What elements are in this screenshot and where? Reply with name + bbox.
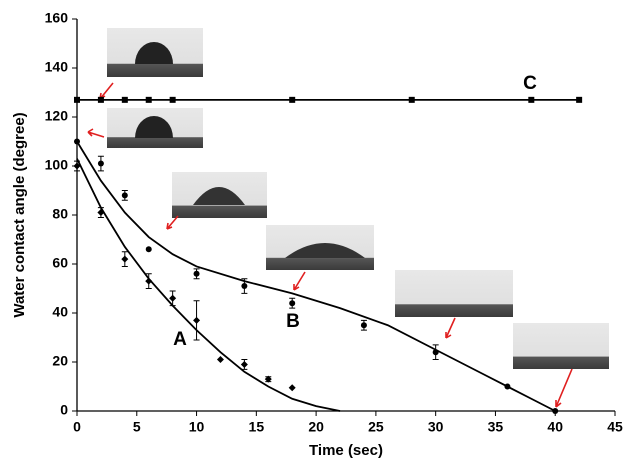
y-tick-label: 160 [45,10,69,26]
series-label: C [523,73,537,94]
point [97,96,104,103]
point [145,277,153,285]
y-tick-label: 40 [52,304,68,320]
x-tick-label: 20 [308,419,324,435]
x-axis-label: Time (sec) [309,442,383,459]
point [74,96,80,103]
droplet [135,41,173,64]
arrow [166,215,179,230]
fit-curve [76,141,556,412]
y-tick-label: 80 [52,206,68,222]
point [288,384,296,392]
point [73,162,81,170]
droplet [285,243,365,258]
x-tick-label: 10 [189,419,205,435]
point [241,283,248,290]
y-tick-label: 120 [45,108,69,124]
y-tick-label: 140 [45,59,69,75]
y-tick-label: 20 [52,353,68,369]
arrow [555,368,573,408]
insets [87,28,609,408]
x-tick-label: 0 [73,419,81,435]
point [97,160,104,167]
point [145,96,152,103]
point [216,356,224,364]
point [552,408,559,414]
point [169,96,176,103]
point [264,375,272,383]
arrow [293,271,306,291]
point [121,192,128,199]
point [360,322,367,329]
y-tick-label: 60 [52,255,68,271]
point [193,270,200,277]
point [576,96,583,103]
series-label: A [173,329,187,350]
point [289,300,296,307]
point [504,383,511,390]
point [169,294,177,302]
point [240,360,248,368]
inset-image [513,323,609,369]
x-tick-label: 25 [368,419,384,435]
series-label: B [286,311,300,332]
point [528,96,535,103]
point [289,96,296,103]
x-tick-label: 40 [547,419,563,435]
x-tick-label: 5 [133,419,141,435]
point [432,349,439,356]
point [74,138,80,145]
x-tick-label: 30 [428,419,444,435]
point [121,255,129,263]
x-tick-label: 35 [488,419,504,435]
droplet [135,115,173,138]
x-tick-label: 45 [607,419,623,435]
point [121,96,128,103]
x-tick-label: 15 [249,419,265,435]
point [408,96,415,103]
y-axis-label: Water contact angle (degree) [11,112,28,317]
arrow [87,128,105,138]
fit-curve [76,158,341,412]
droplet [193,187,245,205]
arrow [99,82,114,100]
arrow [445,317,456,339]
y-tick-label: 100 [45,157,69,173]
y-tick-label: 0 [60,402,68,418]
inset-image [395,270,513,317]
point [145,246,152,253]
point [193,316,201,324]
point [97,209,105,217]
